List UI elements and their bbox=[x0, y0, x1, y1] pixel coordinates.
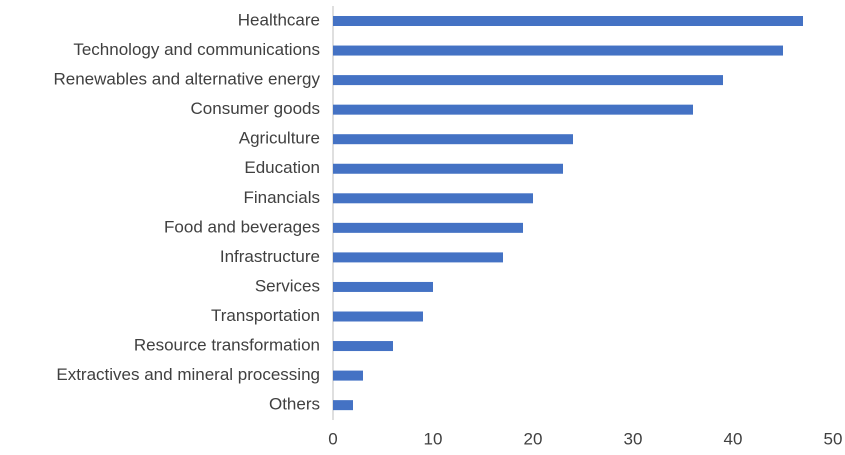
bar bbox=[333, 370, 363, 381]
y-tick-label: Financials bbox=[243, 188, 320, 207]
bar bbox=[333, 16, 803, 26]
y-tick-label: Others bbox=[269, 395, 320, 414]
bar bbox=[333, 281, 433, 292]
x-tick-label: 10 bbox=[424, 429, 443, 448]
bar bbox=[333, 311, 423, 322]
x-tick-label: 0 bbox=[328, 429, 337, 448]
bar bbox=[333, 222, 523, 233]
y-tick-label: Infrastructure bbox=[220, 247, 320, 266]
x-tick-label: 20 bbox=[524, 429, 543, 448]
y-tick-label: Resource transformation bbox=[134, 336, 320, 355]
x-tick-label: 50 bbox=[824, 429, 843, 448]
bar bbox=[333, 400, 353, 411]
y-tick-label: Transportation bbox=[211, 306, 320, 325]
y-tick-label: Agriculture bbox=[239, 129, 320, 148]
y-tick-label: Renewables and alternative energy bbox=[53, 70, 320, 89]
y-tick-label: Education bbox=[244, 158, 320, 177]
y-tick-label: Food and beverages bbox=[164, 217, 320, 236]
x-tick-label: 30 bbox=[624, 429, 643, 448]
bar bbox=[333, 163, 563, 174]
bar bbox=[333, 252, 503, 263]
bar bbox=[333, 104, 693, 115]
y-tick-label: Extractives and mineral processing bbox=[56, 365, 320, 384]
y-tick-label: Consumer goods bbox=[191, 99, 320, 118]
x-tick-label: 40 bbox=[724, 429, 743, 448]
bar bbox=[333, 134, 573, 145]
y-tick-label: Services bbox=[255, 276, 320, 295]
bar bbox=[333, 75, 723, 86]
bar bbox=[333, 193, 533, 204]
y-tick-label: Technology and communications bbox=[73, 40, 320, 59]
bar bbox=[333, 341, 393, 352]
y-tick-label: Healthcare bbox=[238, 10, 320, 29]
bar bbox=[333, 45, 783, 56]
